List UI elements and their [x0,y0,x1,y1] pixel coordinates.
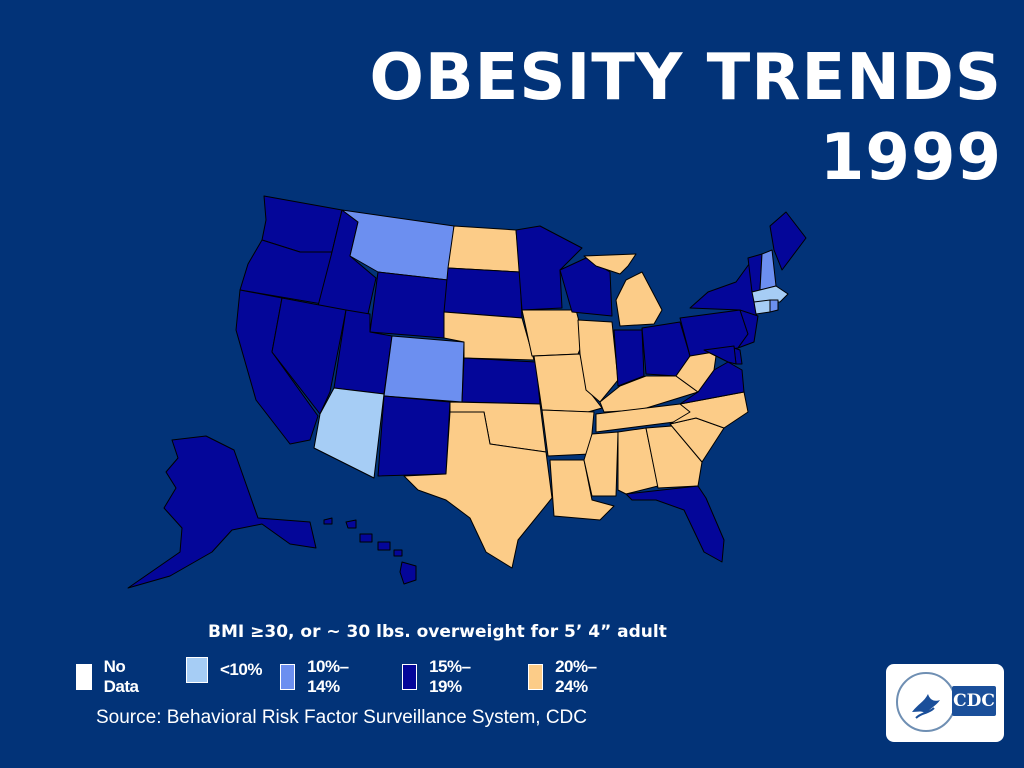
state-arizona [313,387,385,479]
state-colorado [383,335,465,403]
state-iowa [521,309,585,357]
state-alaska [127,435,317,589]
legend-label: 15%–19% [429,657,471,696]
legend-label: No Data [103,657,139,696]
legend-item-lt10: <10% [186,657,262,683]
legend-item-20-24: 20%–24% [528,657,603,697]
state-wisconsin [559,257,613,317]
state-indiana [613,329,645,387]
legend-label: <10% [220,660,262,679]
state-hawaii [323,517,417,585]
hhs-seal-icon [896,672,956,732]
state-nevada [271,297,347,415]
state-maine [769,211,807,271]
legend-item-10-14: 10%–14% [280,657,355,697]
legend-swatch [280,664,296,690]
state-connecticut [753,299,771,315]
legend-item-15-19: 15%–19% [402,657,477,697]
state-wyoming [369,271,449,339]
state-kansas [461,357,541,405]
state-north-carolina [669,391,749,429]
legend-swatch [186,657,208,683]
state-south-dakota [443,267,523,319]
eagle-icon [912,694,940,719]
state-arkansas [541,409,595,457]
state-maryland [703,345,737,365]
legend-label: 20%–24% [555,657,597,696]
title-line-2: 1999 [819,121,1002,195]
state-massachusetts [751,285,789,303]
state-new-mexico [377,395,451,477]
legend-swatch [528,664,544,690]
legend-swatch [76,664,92,690]
legend-swatch [402,664,418,690]
source-note: Source: Behavioral Risk Factor Surveilla… [96,707,588,728]
state-alabama [617,427,659,495]
legend-item-no-data: No Data [76,657,145,697]
state-new-jersey [737,309,759,349]
cdc-logo: CDC [886,664,1004,742]
state-new-hampshire [759,249,777,291]
slide-title: OBESITY TRENDS 1999 [369,38,1002,198]
title-line-1: OBESITY TRENDS [369,41,1002,115]
legend-label: 10%–14% [307,657,349,696]
state-georgia [645,425,703,489]
state-florida [625,485,725,563]
state-north-dakota [447,225,521,273]
state-texas [403,411,553,569]
map-caption: BMI ≥30, or ~ 30 lbs. overweight for 5’ … [208,622,667,642]
state-michigan [583,253,663,327]
state-rhode-island [769,299,779,313]
cdc-wordmark: CDC [952,686,996,716]
state-mississippi [583,431,619,497]
